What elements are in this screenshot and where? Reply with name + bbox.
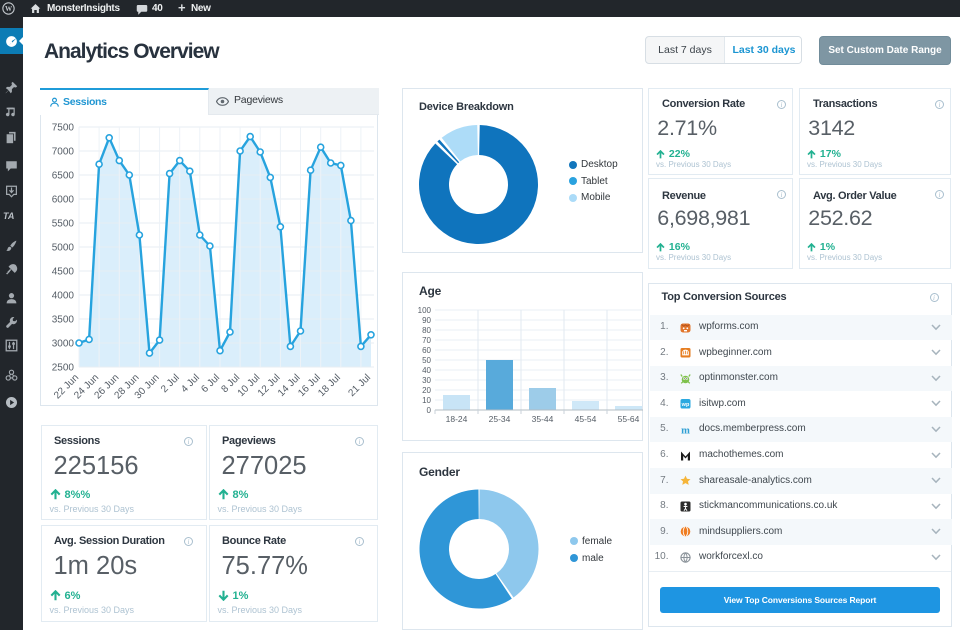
svg-text:6 Jul: 6 Jul	[199, 372, 222, 395]
svg-text:55-64: 55-64	[618, 414, 640, 424]
svg-text:18-24: 18-24	[446, 414, 468, 424]
svg-text:21 Jul: 21 Jul	[346, 372, 373, 399]
svg-text:m: m	[681, 425, 690, 435]
svg-text:20: 20	[422, 386, 431, 395]
svg-text:3000: 3000	[52, 339, 75, 350]
svg-text:5500: 5500	[52, 219, 75, 230]
svg-text:90: 90	[422, 316, 431, 325]
svg-text:W: W	[5, 5, 13, 13]
svg-text:80: 80	[422, 326, 431, 335]
svg-text:wp: wp	[680, 402, 689, 408]
svg-text:25-34: 25-34	[489, 414, 511, 424]
svg-text:2 Jul: 2 Jul	[159, 372, 182, 395]
svg-text:7000: 7000	[52, 147, 75, 158]
svg-text:0: 0	[427, 406, 432, 415]
svg-text:10: 10	[422, 396, 431, 405]
svg-text:5000: 5000	[52, 243, 75, 254]
svg-text:35-44: 35-44	[532, 414, 554, 424]
svg-text:100: 100	[418, 306, 432, 315]
svg-text:70: 70	[422, 336, 431, 345]
svg-text:6500: 6500	[52, 171, 75, 182]
svg-text:3500: 3500	[52, 315, 75, 326]
svg-text:60: 60	[422, 346, 431, 355]
svg-text:30: 30	[422, 376, 431, 385]
svg-text:18 Jul: 18 Jul	[316, 372, 343, 399]
svg-text:6000: 6000	[52, 195, 75, 206]
svg-text:45-54: 45-54	[575, 414, 597, 424]
svg-text:4000: 4000	[52, 291, 75, 302]
svg-text:7500: 7500	[52, 123, 75, 134]
svg-text:4500: 4500	[52, 267, 75, 278]
svg-text:40: 40	[422, 366, 431, 375]
svg-text:2500: 2500	[52, 363, 75, 374]
svg-text:4 Jul: 4 Jul	[179, 372, 202, 395]
svg-text:50: 50	[422, 356, 431, 365]
